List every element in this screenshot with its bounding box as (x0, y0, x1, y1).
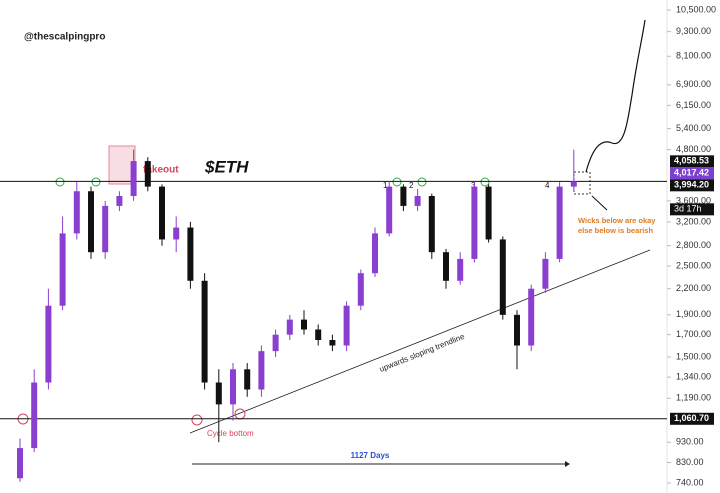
note: else below is bearish (578, 226, 653, 235)
candle-body (315, 329, 322, 341)
y-tick-label: 1,700.00 (676, 329, 711, 339)
fakeout-label: fakeout (143, 165, 179, 176)
candle-body (88, 191, 94, 253)
wick-arrow (591, 195, 608, 211)
candle-body (457, 258, 464, 281)
y-tick-label: 8,100.00 (676, 51, 711, 61)
candle-body (443, 252, 449, 281)
candle-body (144, 161, 151, 187)
days-label: 1127 Days (351, 451, 390, 460)
y-tick-label: 1,500.00 (676, 351, 711, 361)
price-tag-bg (670, 155, 714, 168)
watermark: @thescalpingpro (24, 32, 105, 43)
y-tick-label: 4,800.00 (676, 144, 711, 154)
touch-label: 3 (471, 181, 476, 190)
marker (392, 177, 402, 187)
y-tick-label: 1,190.00 (676, 393, 711, 403)
price-tag: 4,058.53 (674, 156, 709, 166)
candle-body (514, 314, 520, 346)
projection (585, 19, 646, 173)
y-tick-label: 3,600.00 (676, 195, 711, 205)
candle-body (528, 288, 535, 346)
trendline (189, 249, 651, 434)
candle-body (73, 191, 80, 234)
candle-body (116, 195, 123, 206)
price-tag-bg (670, 167, 714, 180)
candle-body (201, 280, 208, 383)
countdown: 3d 17h (674, 204, 702, 214)
candle-body (286, 319, 293, 335)
touch-label: 2 (409, 181, 414, 190)
y-tick-label: 2,200.00 (676, 283, 711, 293)
marker (417, 177, 427, 187)
y-tick-label: 1,340.00 (676, 371, 711, 381)
y-tick-label: 740.00 (676, 477, 704, 487)
candle-body (59, 233, 66, 306)
candle-body (159, 186, 165, 240)
candle-body (17, 448, 23, 479)
note: Wicks below are okay (578, 216, 656, 225)
candle-body (329, 340, 336, 346)
y-tick-label: 3,200.00 (676, 216, 711, 226)
y-tick-label: 2,500.00 (676, 260, 711, 270)
candle-body (357, 273, 364, 306)
candle-body (130, 161, 137, 196)
touch-label: 1 (383, 181, 388, 190)
y-tick-label: 930.00 (676, 437, 704, 447)
candle-body (471, 186, 478, 259)
y-tick-label: 2,800.00 (676, 240, 711, 250)
y-tick-label: 1,900.00 (676, 309, 711, 319)
y-tick-label: 6,150.00 (676, 100, 711, 110)
candle-body (414, 195, 421, 206)
marker (55, 177, 65, 187)
marker (91, 177, 101, 187)
candle-body (372, 233, 378, 274)
candle-body (244, 369, 251, 390)
candle-body (272, 334, 279, 352)
candle-body (31, 382, 38, 449)
arrow-head (565, 461, 570, 467)
y-tick-label: 6,900.00 (676, 79, 711, 89)
price-tag: 1,060.70 (674, 413, 709, 423)
candle-body (556, 186, 563, 259)
y-tick-label: 5,400.00 (676, 123, 711, 133)
candle-body (45, 305, 52, 383)
candle-body (499, 239, 506, 315)
touch-label: 4 (545, 181, 550, 190)
candle-body (386, 186, 393, 234)
y-tick-label: 830.00 (676, 457, 704, 467)
candle-body (542, 258, 549, 289)
candle-body (301, 319, 307, 330)
candle-body (258, 351, 265, 390)
marker (191, 414, 203, 426)
candle-body (400, 186, 407, 206)
price-tag: 4,017.42 (674, 168, 709, 178)
chart-title: $ETH (204, 157, 249, 176)
price-tag-bg (670, 412, 714, 425)
marker (480, 177, 490, 187)
candle-body (215, 382, 222, 405)
candle-body (570, 181, 577, 187)
y-tick-label: 10,500.00 (676, 4, 716, 14)
cycle-bottom-label: Cycle bottom (207, 429, 254, 438)
candle-body (187, 227, 194, 281)
candle-body (230, 369, 236, 405)
candle-body (173, 227, 180, 240)
price-tag: 3,994.20 (674, 180, 709, 190)
price-tag-bg (670, 179, 714, 192)
candle-body (343, 305, 350, 346)
y-tick-label: 9,300.00 (676, 26, 711, 36)
candle-body (428, 195, 435, 253)
candle-body (102, 205, 109, 253)
candle-body (485, 186, 492, 240)
countdown-bg (670, 203, 714, 216)
